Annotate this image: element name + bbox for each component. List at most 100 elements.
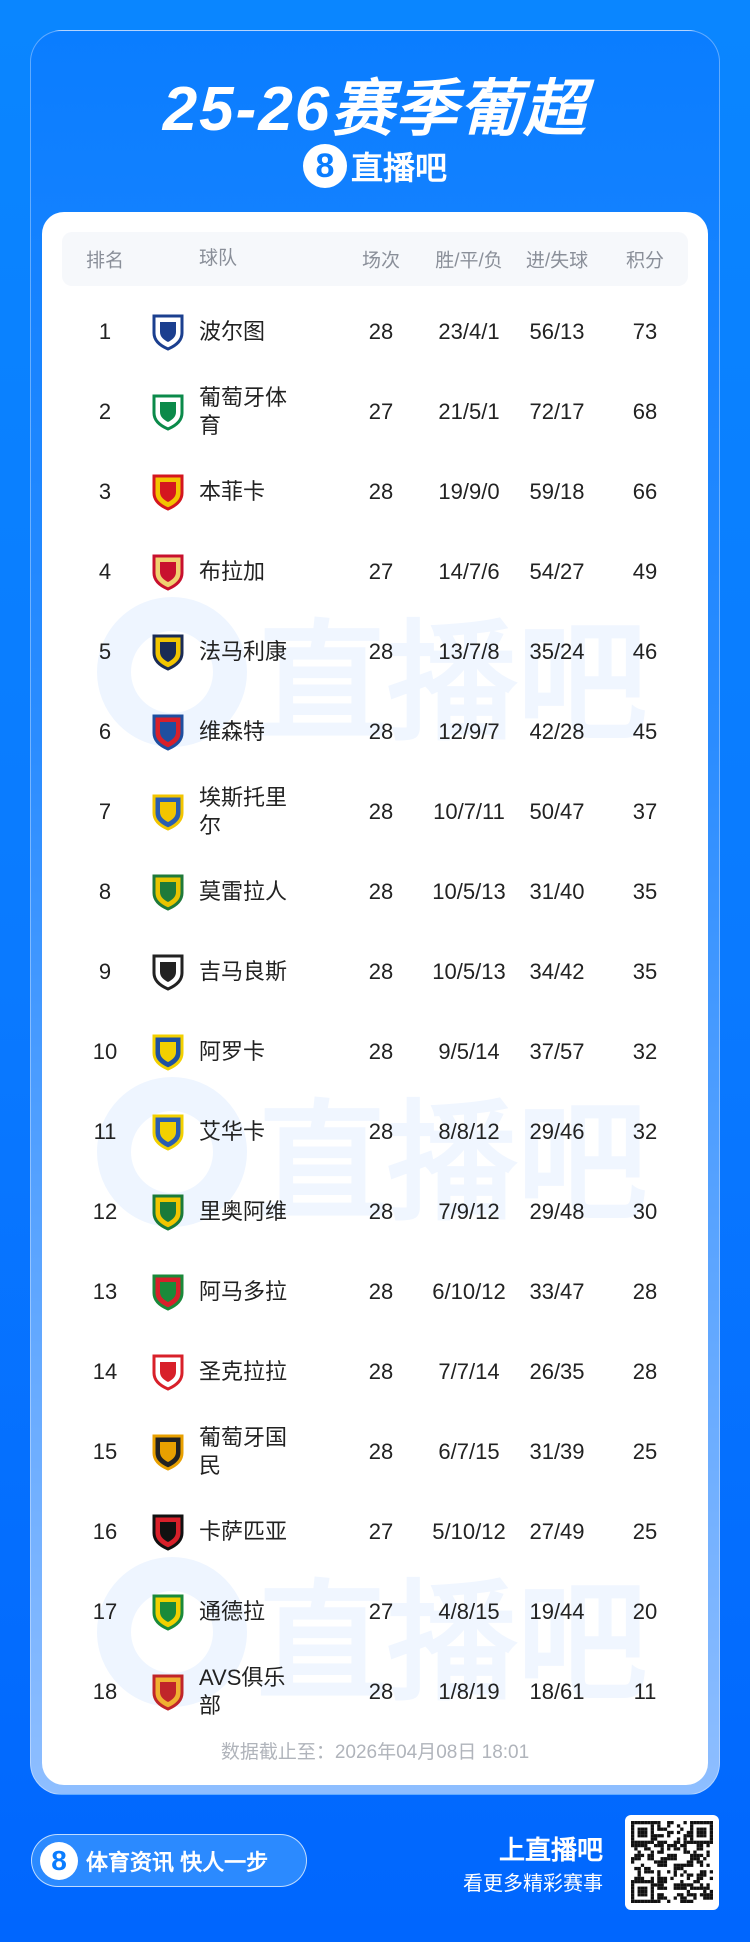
team-crest-icon xyxy=(151,473,185,511)
played: 28 xyxy=(368,319,394,344)
team-name: 葡萄牙体育 xyxy=(199,385,288,438)
win-draw-loss: 7/7/14 xyxy=(438,1359,500,1384)
table-row: 2 葡萄牙体育 27 21/5/1 72/17 68 xyxy=(42,372,708,452)
table-row: 9 吉马良斯 28 10/5/13 34/42 35 xyxy=(42,932,708,1012)
points: 32 xyxy=(632,1119,658,1144)
team-name: 阿罗卡 xyxy=(199,1039,266,1064)
played: 28 xyxy=(368,1359,394,1384)
points: 46 xyxy=(632,639,658,664)
win-draw-loss: 6/7/15 xyxy=(438,1439,500,1464)
rank: 11 xyxy=(93,1119,117,1144)
table-row: 4 布拉加 27 14/7/6 54/27 49 xyxy=(42,532,708,612)
win-draw-loss: 10/7/11 xyxy=(433,799,505,824)
page-title: 25-26赛季葡超 xyxy=(162,75,588,144)
header-team: 球队 xyxy=(199,248,238,269)
win-draw-loss: 9/5/14 xyxy=(438,1039,500,1064)
goals: 72/17 xyxy=(529,399,585,424)
played: 27 xyxy=(368,1599,394,1624)
team-crest-icon xyxy=(151,1353,185,1391)
points: 73 xyxy=(632,319,658,344)
played: 27 xyxy=(368,399,394,424)
team-crest-icon xyxy=(151,713,185,751)
goals: 34/42 xyxy=(529,959,585,984)
eight-logo-icon: 8 xyxy=(302,144,347,188)
team-name: AVS俱乐部 xyxy=(199,1665,286,1718)
table-row: 5 法马利康 28 13/7/8 35/24 46 xyxy=(42,612,708,692)
goals: 31/40 xyxy=(529,879,585,904)
table-row: 8 莫雷拉人 28 10/5/13 31/40 35 xyxy=(42,852,708,932)
win-draw-loss: 13/7/8 xyxy=(438,639,500,664)
points: 68 xyxy=(632,399,658,424)
win-draw-loss: 21/5/1 xyxy=(438,399,500,424)
goals: 54/27 xyxy=(529,559,585,584)
points: 37 xyxy=(632,799,658,824)
table-header: 排名 球队 场次 胜/平/负 进/失球 积分 xyxy=(62,232,688,286)
team-crest-icon xyxy=(151,313,185,351)
win-draw-loss: 23/4/1 xyxy=(438,319,500,344)
goals: 26/35 xyxy=(529,1359,585,1384)
played: 28 xyxy=(368,1119,394,1144)
header-wdl: 胜/平/负 xyxy=(435,250,503,272)
points: 35 xyxy=(632,959,658,984)
team-crest-icon xyxy=(151,633,185,671)
win-draw-loss: 12/9/7 xyxy=(438,719,500,744)
team-name: 卡萨匹亚 xyxy=(199,1519,288,1544)
header-points: 积分 xyxy=(625,250,665,272)
brand-name: 直播吧 xyxy=(350,150,447,186)
played: 28 xyxy=(368,879,394,904)
rank: 15 xyxy=(92,1439,118,1464)
rank: 6 xyxy=(98,719,112,744)
win-draw-loss: 8/8/12 xyxy=(438,1119,500,1144)
goals: 59/18 xyxy=(529,479,585,504)
goals: 29/46 xyxy=(529,1119,585,1144)
rank: 1 xyxy=(98,319,112,344)
team-crest-icon xyxy=(151,1673,185,1711)
points: 32 xyxy=(632,1039,658,1064)
slogan-text: 体育资讯 快人一步 xyxy=(86,1849,269,1875)
table-row: 6 维森特 28 12/9/7 42/28 45 xyxy=(42,692,708,772)
team-crest-icon xyxy=(151,1273,185,1311)
team-name: 布拉加 xyxy=(199,559,266,584)
team-crest-icon xyxy=(151,1593,185,1631)
played: 28 xyxy=(368,639,394,664)
eight-logo-icon: 8 xyxy=(40,1841,78,1880)
win-draw-loss: 5/10/12 xyxy=(432,1519,506,1544)
team-crest-icon xyxy=(151,1193,185,1231)
goals: 29/48 xyxy=(529,1199,585,1224)
played: 27 xyxy=(368,559,394,584)
played: 28 xyxy=(368,1279,394,1304)
team-name: 通德拉 xyxy=(199,1599,266,1624)
win-draw-loss: 6/10/12 xyxy=(432,1279,506,1304)
team-crest-icon xyxy=(151,553,185,591)
team-name: 里奥阿维 xyxy=(199,1199,288,1224)
win-draw-loss: 4/8/15 xyxy=(438,1599,500,1624)
played: 28 xyxy=(368,1439,394,1464)
points: 25 xyxy=(632,1439,658,1464)
win-draw-loss: 14/7/6 xyxy=(438,559,500,584)
points: 66 xyxy=(632,479,658,504)
goals: 35/24 xyxy=(529,639,585,664)
team-name: 圣克拉拉 xyxy=(199,1359,288,1384)
data-timestamp: 数据截止至：2026年04月08日 18:01 xyxy=(220,1742,530,1763)
points: 35 xyxy=(632,879,658,904)
rank: 2 xyxy=(98,399,112,424)
team-name: 阿马多拉 xyxy=(199,1279,288,1304)
played: 28 xyxy=(368,799,394,824)
points: 28 xyxy=(632,1359,658,1384)
qr-code[interactable] xyxy=(625,1815,719,1910)
points: 20 xyxy=(632,1599,658,1624)
goals: 37/57 xyxy=(529,1039,585,1064)
played: 28 xyxy=(368,959,394,984)
rank: 17 xyxy=(92,1599,118,1624)
points: 28 xyxy=(632,1279,658,1304)
team-name: 波尔图 xyxy=(199,319,266,344)
points: 25 xyxy=(632,1519,658,1544)
points: 49 xyxy=(632,559,658,584)
table-row: 15 葡萄牙国民 28 6/7/15 31/39 25 xyxy=(42,1412,708,1492)
team-name: 本菲卡 xyxy=(199,479,266,504)
table-row: 3 本菲卡 28 19/9/0 59/18 66 xyxy=(42,452,708,532)
table-row: 10 阿罗卡 28 9/5/14 37/57 32 xyxy=(42,1012,708,1092)
rank: 3 xyxy=(98,479,112,504)
header-played: 场次 xyxy=(361,250,401,272)
win-draw-loss: 10/5/13 xyxy=(432,879,506,904)
